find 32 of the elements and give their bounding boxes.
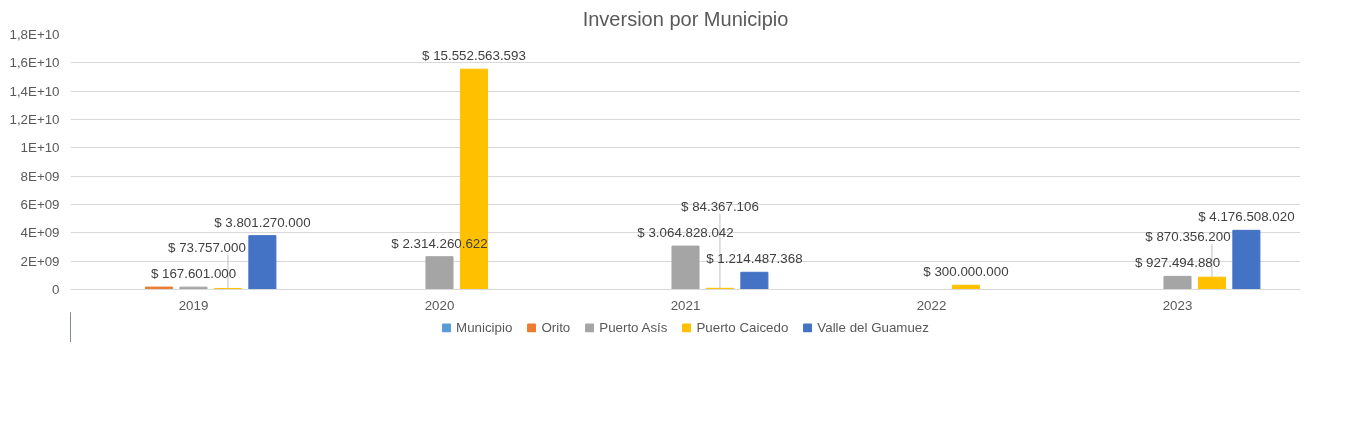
y-tick-label: 8E+09: [20, 168, 60, 184]
chart-title: Inversion por Municipio: [582, 7, 789, 30]
data-label: $ 1.214.487.368: [706, 251, 803, 267]
data-label: $ 870.356.200: [1145, 229, 1231, 245]
data-label: $ 3.064.828.042: [637, 225, 734, 241]
data-label: $ 3.801.270.000: [214, 214, 311, 230]
x-tick-label: 2023: [1162, 297, 1193, 313]
y-tick-label: 1,2E+10: [9, 112, 60, 127]
x-tick-label: 2019: [178, 297, 209, 313]
y-tick-label: 2E+09: [20, 253, 60, 269]
y-tick-label: 0: [52, 282, 60, 297]
data-label: $ 84.367.106: [681, 199, 759, 215]
legend-label: Valle del Guamuez: [817, 319, 929, 335]
y-tick-label: 1,4E+10: [9, 83, 60, 99]
data-label: $ 73.757.000: [168, 240, 246, 256]
legend-label: Municipio: [456, 319, 513, 335]
data-label: $ 300.000.000: [923, 264, 1009, 280]
data-label: $ 4.176.508.020: [1198, 209, 1295, 225]
legend-label: Orito: [541, 319, 571, 335]
y-tick-label: 4E+09: [20, 225, 60, 241]
y-tick-label: 6E+09: [20, 197, 60, 212]
legend-label: Puerto Asís: [599, 319, 668, 335]
x-tick-label: 2022: [916, 297, 947, 313]
y-tick-label: 1,6E+10: [9, 55, 60, 71]
data-label: $ 927.494.880: [1134, 255, 1221, 271]
legend-label: Puerto Caicedo: [696, 319, 789, 335]
y-tick-label: 1,8E+10: [9, 27, 60, 42]
data-label: $ 15.552.563.593: [422, 48, 526, 64]
data-label: $ 167.601.000: [150, 266, 237, 282]
y-tick-label: 1E+10: [20, 140, 60, 156]
x-tick-label: 2020: [424, 297, 455, 313]
x-tick-label: 2021: [670, 297, 701, 313]
